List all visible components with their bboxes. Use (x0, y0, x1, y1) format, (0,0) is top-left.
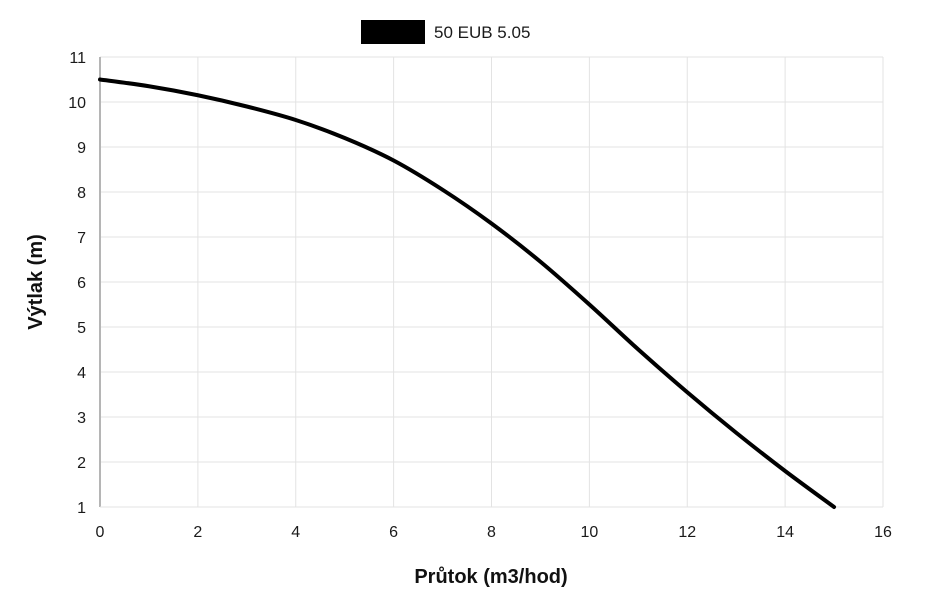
x-tick-label-4: 8 (487, 524, 496, 541)
y-tick-label-10: 11 (69, 50, 86, 67)
x-tick-labels: 0 2 4 6 8 10 12 14 16 (96, 524, 892, 541)
x-tick-label-2: 4 (291, 524, 300, 541)
series-lines (98, 77, 837, 509)
y-axis-label: Výtlak (m) (25, 234, 47, 330)
y-tick-label-2: 3 (77, 410, 86, 427)
legend-swatch[interactable] (361, 20, 425, 44)
series-line-0 (98, 77, 837, 509)
y-tick-label-4: 5 (77, 320, 86, 337)
y-tick-label-9: 10 (68, 95, 86, 112)
legend[interactable]: 50 EUB 5.05 (361, 20, 530, 44)
x-tick-label-3: 6 (389, 524, 398, 541)
y-tick-label-8: 9 (77, 140, 86, 157)
y-tick-label-6: 7 (77, 230, 86, 247)
y-tick-label-3: 4 (77, 365, 86, 382)
y-tick-label-1: 2 (77, 455, 86, 472)
y-tick-label-0: 1 (77, 500, 86, 517)
x-tick-label-6: 12 (678, 524, 696, 541)
x-tick-label-5: 10 (580, 524, 598, 541)
x-tick-label-7: 14 (776, 524, 794, 541)
legend-label[interactable]: 50 EUB 5.05 (434, 23, 530, 42)
grid (99, 56, 884, 508)
x-tick-label-8: 16 (874, 524, 892, 541)
y-tick-label-5: 6 (77, 275, 86, 292)
axes (99, 57, 883, 508)
x-axis-label: Průtok (m3/hod) (414, 566, 567, 588)
y-tick-labels: 1 2 3 4 5 6 7 8 9 10 11 (68, 50, 86, 517)
x-tick-label-0: 0 (96, 524, 105, 541)
x-tick-label-1: 2 (193, 524, 202, 541)
y-tick-label-7: 8 (77, 185, 86, 202)
